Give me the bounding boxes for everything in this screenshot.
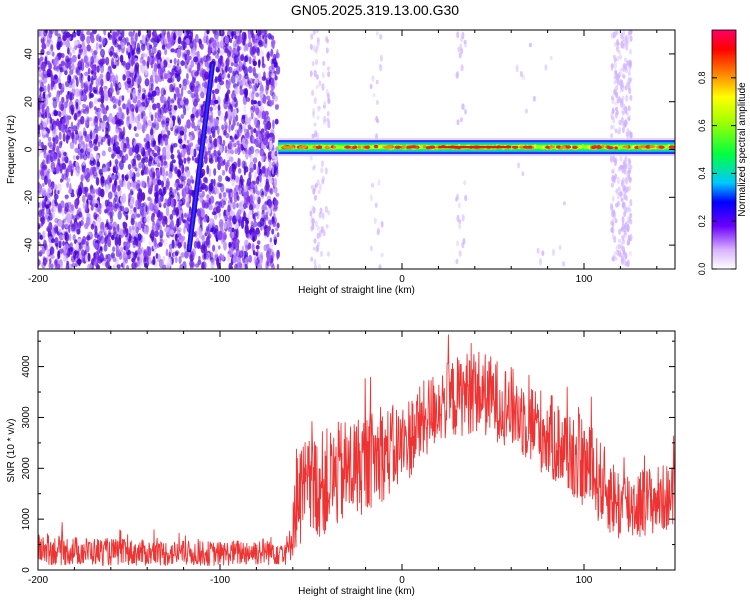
y-axis-label: Frequency (Hz) (6, 115, 17, 184)
y-tick-label: 2000 (21, 457, 32, 480)
colorbar-tick-label: 0.2 (697, 215, 707, 228)
y-tick-label: -20 (24, 190, 35, 205)
x-tick-label: -100 (210, 575, 230, 586)
y-tick-label: 4000 (21, 355, 32, 378)
x-tick-label: 100 (576, 274, 593, 285)
y-tick-label: 1000 (21, 508, 32, 531)
y-tick-label: -40 (24, 237, 35, 252)
x-tick-label: -200 (28, 575, 48, 586)
snr-series-line (38, 334, 675, 567)
colorbar-tick-label: 0.4 (697, 167, 707, 180)
plot-frame (37, 330, 676, 571)
colorbar-tick-label: 0.0 (697, 263, 707, 276)
y-axis-label: SNR (10 * v/v) (6, 419, 17, 483)
narrow-band (278, 138, 675, 157)
y-tick-label: 3000 (21, 406, 32, 429)
x-tick-label: 100 (576, 575, 593, 586)
colorbar-gradient (712, 30, 736, 269)
y-tick-label: 20 (24, 96, 35, 108)
x-tick-label: -200 (28, 274, 48, 285)
x-axis-label: Height of straight line (km) (298, 586, 415, 597)
y-tick-label: 40 (24, 48, 35, 60)
colorbar-frame (711, 29, 737, 270)
chart-title: GN05.2025.319.13.00.G30 (290, 2, 460, 18)
x-tick-label: -100 (210, 274, 230, 285)
y-tick-label: 0 (24, 146, 35, 152)
colorbar: 0.0 0.2 0.4 0.6 0.8 Normalized spectral ampli… (697, 29, 748, 276)
x-tick-label: 0 (399, 575, 405, 586)
y-tick-label: 0 (21, 567, 32, 573)
colorbar-tick-label: 0.6 (697, 119, 707, 132)
x-axis-label: Height of straight line (km) (298, 285, 415, 296)
x-tick-label: 0 (399, 274, 405, 285)
colorbar-label: Normalized spectral amplitude (737, 82, 748, 217)
colorbar-tick-label: 0.8 (697, 72, 707, 85)
